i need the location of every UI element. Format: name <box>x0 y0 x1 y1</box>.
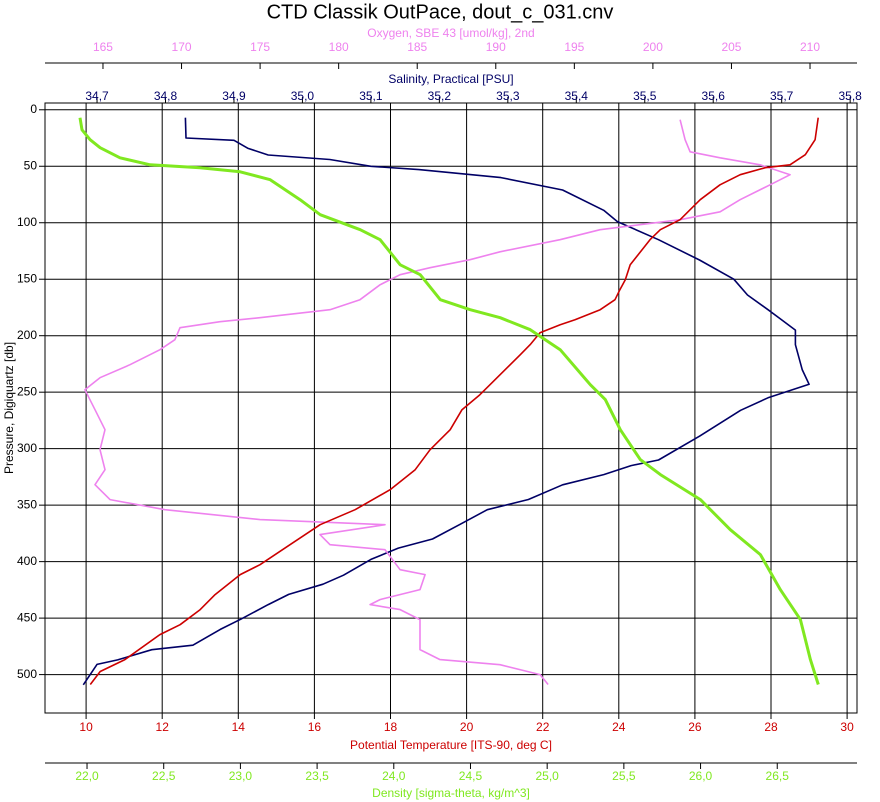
y-tick-label: 350 <box>17 497 37 511</box>
profile-line <box>84 119 791 686</box>
x-tick-label: 26 <box>688 720 702 734</box>
x-tick-label: 25,5 <box>612 769 636 783</box>
x-tick-label: 26,0 <box>689 769 713 783</box>
x-tick-label: 34,9 <box>222 89 246 103</box>
x-tick-label: 23,5 <box>305 769 329 783</box>
y-tick-label: 250 <box>17 384 37 398</box>
x-tick-label: 24,5 <box>459 769 483 783</box>
x-tick-label: 200 <box>643 40 663 54</box>
y-tick-label: 450 <box>17 610 37 624</box>
x-tick-label: 35,8 <box>838 89 862 103</box>
x-tick-label: 34,8 <box>154 89 178 103</box>
profile-line <box>82 117 810 686</box>
x-tick-label: 28 <box>764 720 778 734</box>
x-tick-label: 14 <box>232 720 246 734</box>
x-axis-label: Density [sigma-theta, kg/m^3] <box>372 786 530 800</box>
x-tick-label: 24 <box>612 720 626 734</box>
x-tick-label: 195 <box>564 40 584 54</box>
y-tick-label: 300 <box>17 441 37 455</box>
x-tick-label: 18 <box>384 720 398 734</box>
y-tick-label: 500 <box>17 667 37 681</box>
y-tick-label: 100 <box>17 215 37 229</box>
y-tick-label: 200 <box>17 328 37 342</box>
plot-frame <box>44 102 858 714</box>
x-axis-label: Potential Temperature [ITS-90, deg C] <box>350 738 552 752</box>
x-tick-label: 16 <box>308 720 322 734</box>
x-tick-label: 185 <box>407 40 427 54</box>
x-tick-label: 25,0 <box>535 769 559 783</box>
x-tick-label: 22,0 <box>75 769 99 783</box>
x-tick-label: 180 <box>329 40 349 54</box>
x-axis-label: Oxygen, SBE 43 [umol/kg], 2nd <box>367 26 534 40</box>
x-tick-label: 23,0 <box>229 769 253 783</box>
x-tick-label: 12 <box>156 720 170 734</box>
x-tick-label: 210 <box>800 40 820 54</box>
x-tick-label: 170 <box>172 40 192 54</box>
x-tick-label: 175 <box>250 40 270 54</box>
x-tick-label: 35,0 <box>291 89 315 103</box>
y-axis-label: Pressure, Digiquartz [db] <box>2 342 16 474</box>
x-tick-label: 205 <box>721 40 741 54</box>
x-tick-label: 24,0 <box>382 769 406 783</box>
x-tick-label: 26,5 <box>766 769 790 783</box>
x-tick-label: 35,5 <box>633 89 657 103</box>
x-tick-label: 30 <box>840 720 854 734</box>
y-tick-label: 50 <box>24 158 38 172</box>
x-tick-label: 35,3 <box>496 89 520 103</box>
x-tick-label: 34,7 <box>85 89 109 103</box>
x-tick-label: 10 <box>79 720 93 734</box>
x-tick-label: 20 <box>460 720 474 734</box>
profile-line <box>89 117 819 685</box>
profile-line <box>78 117 820 685</box>
x-tick-label: 165 <box>93 40 113 54</box>
x-tick-label: 35,7 <box>770 89 794 103</box>
x-tick-label: 190 <box>486 40 506 54</box>
x-tick-label: 35,1 <box>359 89 383 103</box>
x-axis-label: Salinity, Practical [PSU] <box>388 72 513 86</box>
x-tick-label: 22,5 <box>152 769 176 783</box>
x-tick-label: 35,6 <box>702 89 726 103</box>
y-tick-label: 0 <box>30 102 37 116</box>
chart-title: CTD Classik OutPace, dout_c_031.cnv <box>267 1 614 23</box>
y-tick-label: 400 <box>17 554 37 568</box>
x-tick-label: 22 <box>536 720 550 734</box>
x-tick-label: 35,4 <box>565 89 589 103</box>
x-tick-label: 35,2 <box>428 89 452 103</box>
y-tick-label: 150 <box>17 271 37 285</box>
